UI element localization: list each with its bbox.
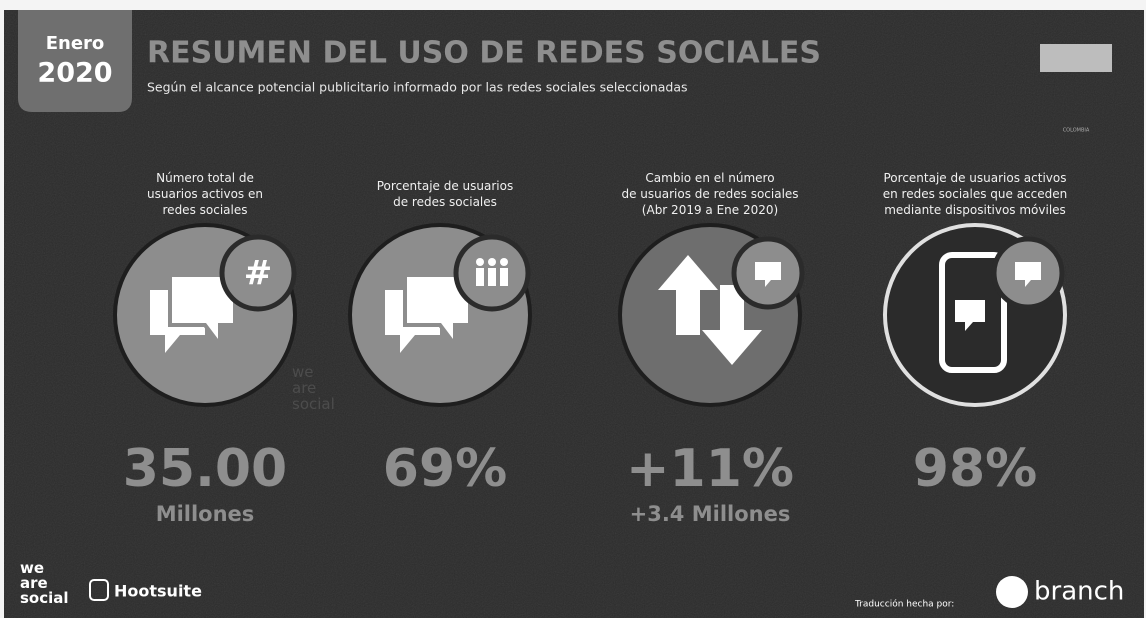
arrow-down — [702, 285, 762, 365]
watermark-line: are — [292, 379, 316, 397]
title: RESUMEN DEL USO DE REDES SOCIALES — [147, 36, 821, 71]
brand-hootsuite: Hootsuite — [114, 582, 202, 601]
stat-label-line: de redes sociales — [393, 195, 497, 209]
icons: # — [113, 223, 1067, 407]
badge — [219, 234, 297, 312]
brand-line: social — [20, 589, 69, 607]
arrow-up — [658, 255, 718, 335]
stat-label-line: Porcentaje de usuarios activos — [884, 171, 1067, 185]
bubble — [955, 300, 985, 331]
stat-sub: +3.4 Millones — [630, 502, 791, 526]
brand-we-are-social: we are social — [20, 559, 69, 607]
stat-sub: Millones — [156, 502, 255, 526]
stat-value: 35.00 — [123, 439, 287, 499]
watermark: we are social — [292, 363, 335, 413]
stat-label: Porcentaje de usuarios activos en redes s… — [883, 171, 1068, 217]
hash-icon: # — [244, 254, 273, 294]
bubble — [755, 262, 781, 287]
flag — [1040, 44, 1112, 72]
stat-label-line: usuarios activos en — [147, 187, 263, 201]
stat-value: 69% — [383, 439, 507, 499]
people-icon — [476, 258, 508, 286]
stat-label-line: Número total de — [156, 171, 254, 185]
stat-label: Número total de usuarios activos en redes … — [147, 171, 263, 217]
phone — [939, 252, 1007, 373]
stat-label-line: Cambio en el número — [645, 171, 774, 185]
country: COLOMBIA — [1063, 128, 1090, 134]
watermark-line: we — [292, 363, 314, 381]
stat-label-line: (Abr 2019 a Ene 2020) — [642, 203, 778, 217]
stat-label-line: de usuarios de redes sociales — [621, 187, 798, 201]
stat-label-line: en redes sociales que acceden — [883, 187, 1068, 201]
stat-value: +11% — [626, 439, 794, 499]
bubble — [1015, 262, 1041, 287]
year: 2020 — [37, 58, 112, 89]
date-tab — [18, 10, 132, 112]
brand-branch: branch — [1034, 577, 1124, 607]
owl-logo — [89, 579, 109, 601]
stat-label: Cambio en el número de usuarios de redes … — [621, 171, 798, 217]
brand-line: we — [20, 559, 44, 577]
stat-label-line: mediante dispositivos móviles — [884, 203, 1066, 217]
stat-label-line: Porcentaje de usuarios — [377, 179, 514, 193]
watermark-line: social — [292, 395, 335, 413]
credit: Traducción hecha por: — [854, 599, 954, 610]
subtitle: Según el alcance potencial publicitario … — [147, 80, 688, 95]
month: Enero — [46, 33, 105, 54]
branch-logo — [996, 576, 1028, 608]
stat-label-line: redes sociales — [163, 203, 248, 217]
stat-label: Porcentaje de usuarios de redes sociales — [377, 179, 514, 209]
brand-line: are — [20, 574, 48, 592]
stat-value: 98% — [913, 439, 1037, 499]
